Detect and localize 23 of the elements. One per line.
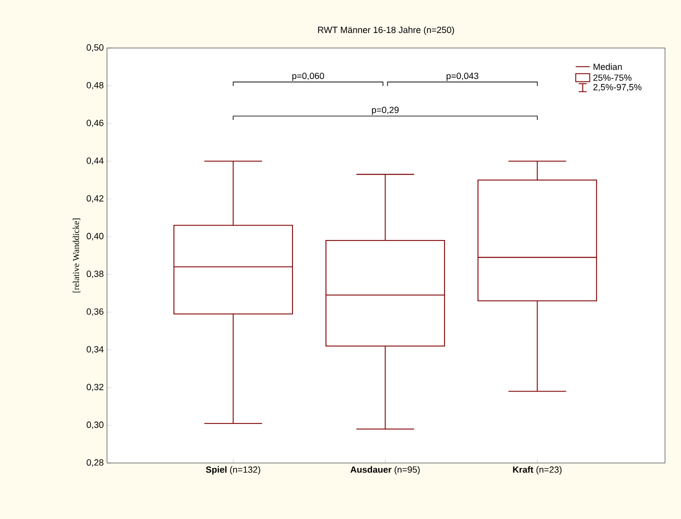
y-tick-label: 0,34 [86,346,104,354]
x-tick-label: Kraft (n=23) [513,466,562,475]
y-tick-label: 0,28 [86,459,104,467]
y-tick-label: 0,38 [86,270,104,278]
annotation: p=0,060 [292,72,324,81]
chart-title: RWT Männer 16-18 Jahre (n=250) [318,26,454,35]
y-tick-label: 0,44 [86,157,104,165]
x-tick-label: Spiel (n=132) [206,466,260,475]
y-tick-label: 0,46 [86,120,104,128]
y-tick-label: 0,40 [86,232,104,240]
y-tick-label: 0,42 [86,195,104,203]
annotation: p=0,29 [372,106,399,115]
annotation: p=0,043 [446,72,478,81]
y-tick-label: 0,50 [86,44,104,52]
annotation: Median [594,63,622,70]
y-tick-label: 0,48 [86,82,104,90]
y-tick-label: 0,36 [86,308,104,316]
y-tick-label: 0,30 [86,422,104,429]
annotation: 25%-75% [593,74,632,81]
x-tick-label: Ausdauer (n=95) [350,466,420,475]
y-axis-title: [relative Wanddicke] [72,218,80,292]
y-tick-label: 0,32 [86,384,104,392]
annotation: 2,5%-97,5% [593,84,642,92]
